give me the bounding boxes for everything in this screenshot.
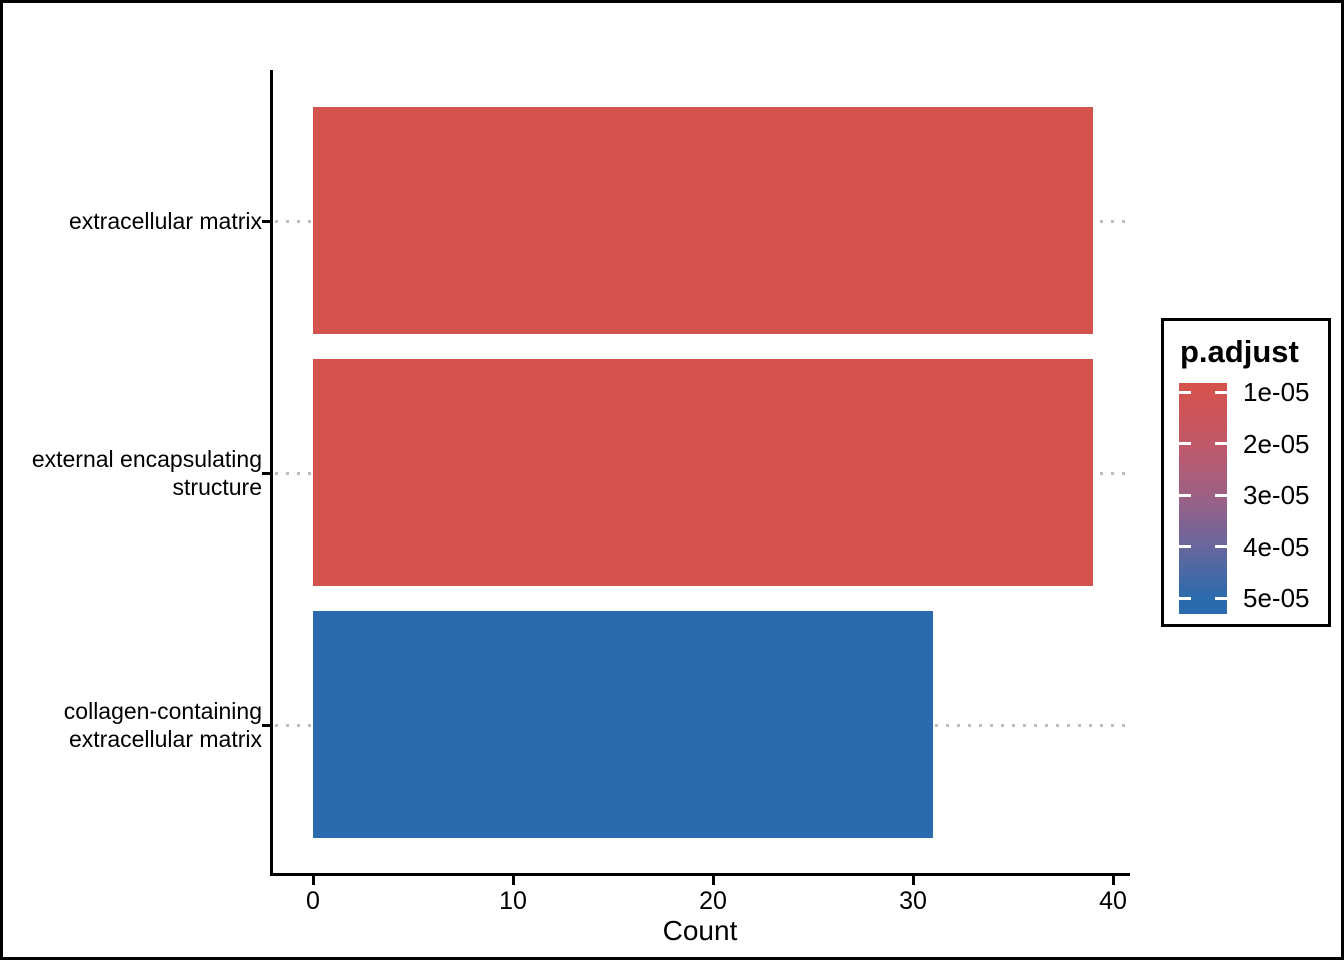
x-axis-tick-label: 40 <box>1099 887 1127 915</box>
bar <box>313 106 1093 334</box>
colorbar-tick <box>1179 390 1191 394</box>
x-axis-tick-label: 20 <box>699 887 727 915</box>
y-axis-tick <box>262 723 270 727</box>
colorbar-tick-label: 5e-05 <box>1243 583 1310 613</box>
colorbar-tick-label: 4e-05 <box>1243 531 1310 562</box>
colorbar-tick <box>1215 390 1227 394</box>
x-axis-tick-label: 10 <box>499 887 527 915</box>
x-axis-tick <box>1111 876 1115 885</box>
category-label: collagen-containing extracellular matrix <box>63 698 262 752</box>
x-axis-tick-label: 30 <box>899 887 927 915</box>
colorbar-tick <box>1179 442 1191 445</box>
colorbar-tick-label: 2e-05 <box>1243 428 1310 459</box>
x-axis-tick <box>911 876 915 885</box>
colorbar-tick <box>1215 493 1227 497</box>
bar <box>313 610 933 838</box>
x-axis-tick <box>311 876 315 885</box>
colorbar-tick-label: 3e-05 <box>1243 480 1310 510</box>
category-label: external encapsulating structure <box>31 446 262 500</box>
colorbar-tick <box>1215 596 1227 600</box>
legend-colorbar <box>1179 383 1227 614</box>
colorbar-tick <box>1215 545 1227 548</box>
x-axis-tick <box>511 876 515 885</box>
x-axis-line <box>270 873 1130 876</box>
y-axis-line <box>270 70 273 876</box>
y-axis-tick <box>262 471 270 475</box>
legend: p.adjust 1e-05 2e-05 3e-05 4e-05 5e-05 <box>1161 318 1331 627</box>
y-axis-tick <box>262 219 270 223</box>
colorbar-tick <box>1179 596 1191 600</box>
category-label: extracellular matrix <box>69 208 262 234</box>
x-axis-title: Count <box>662 915 738 946</box>
colorbar-tick-label: 1e-05 <box>1243 377 1310 407</box>
x-axis-tick-label: 0 <box>306 887 320 915</box>
bar <box>313 358 1093 586</box>
x-axis-tick <box>711 876 715 885</box>
colorbar-tick <box>1215 442 1227 445</box>
legend-title: p.adjust <box>1180 334 1299 369</box>
colorbar-tick <box>1179 493 1191 497</box>
colorbar-tick <box>1179 545 1191 548</box>
